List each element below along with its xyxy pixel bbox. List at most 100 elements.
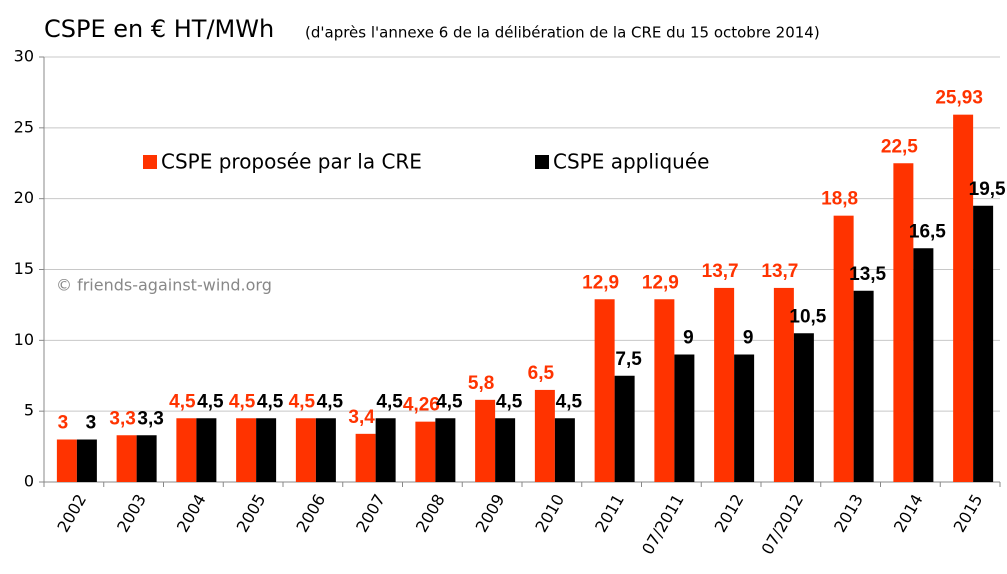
bar	[654, 299, 675, 482]
x-tick-label-group: 2005	[233, 491, 270, 536]
legend-swatch	[143, 155, 157, 169]
bar	[196, 418, 217, 482]
bar	[614, 375, 635, 482]
x-tick-label-group: 2007	[352, 491, 389, 536]
bar	[714, 287, 735, 482]
x-tick-label: 2002	[53, 491, 90, 536]
value-label: 3,3	[109, 408, 135, 429]
x-tick-label-group: 2014	[890, 491, 927, 536]
y-tick-label: 25	[14, 117, 34, 136]
x-tick-label: 2007	[352, 491, 389, 536]
y-tick-label: 5	[24, 401, 34, 420]
bar	[415, 421, 436, 482]
bar	[315, 418, 336, 482]
bar	[674, 354, 695, 482]
value-label: 4,5	[376, 391, 403, 412]
value-label: 22,5	[881, 136, 918, 157]
x-tick-label: 2012	[711, 491, 748, 536]
x-tick-label-group: 2004	[173, 491, 210, 536]
x-tick-label: 2005	[233, 491, 270, 536]
x-tick-label-group: 2002	[53, 491, 90, 536]
value-label: 3,3	[137, 408, 163, 429]
x-tick-label: 2011	[591, 491, 628, 536]
bar	[534, 389, 555, 482]
value-label: 12,9	[582, 272, 619, 293]
x-tick-label-group: 2008	[412, 491, 449, 536]
value-label: 16,5	[909, 221, 946, 242]
value-label: 4,5	[289, 391, 316, 412]
value-label: 4,5	[169, 391, 196, 412]
x-tick-label-group: 2015	[950, 491, 987, 536]
value-label: 10,5	[789, 306, 826, 327]
bar	[893, 163, 914, 482]
legend-swatch	[535, 155, 549, 169]
value-label: 4,5	[229, 391, 256, 412]
x-tick-label-group: 07/2012	[758, 491, 808, 558]
value-label: 6,5	[528, 363, 555, 384]
bar	[953, 114, 974, 483]
bar	[76, 439, 97, 482]
y-tick-label: 20	[14, 188, 34, 207]
x-tick-label-group: 2012	[711, 491, 748, 536]
chart-title: CSPE en € HT/MWh	[44, 15, 274, 43]
bar	[136, 435, 157, 482]
bar	[475, 399, 496, 482]
value-label: 25,93	[935, 88, 983, 109]
value-label: 9	[683, 328, 694, 349]
bar	[256, 418, 277, 482]
value-label: 3	[86, 413, 97, 434]
bar	[435, 418, 456, 482]
bar	[594, 299, 615, 482]
value-label: 9	[743, 328, 754, 349]
bar	[236, 418, 257, 482]
bar	[375, 418, 396, 482]
value-label: 7,5	[615, 349, 642, 370]
bar	[554, 418, 575, 482]
value-label: 13,7	[761, 261, 798, 282]
x-tick-label: 07/2012	[758, 491, 808, 558]
value-label: 12,9	[642, 272, 679, 293]
value-label: 13,5	[849, 264, 886, 285]
bar	[773, 287, 794, 482]
x-tick-label: 2004	[173, 491, 210, 536]
x-tick-label: 07/2011	[638, 491, 688, 558]
bar	[355, 433, 376, 482]
x-tick-label: 2015	[950, 491, 987, 536]
value-label: 4,26	[403, 395, 440, 416]
x-tick-label: 2003	[113, 491, 150, 536]
bar	[116, 435, 137, 482]
x-tick-label-group: 2003	[113, 491, 150, 536]
x-tick-label-group: 07/2011	[638, 491, 688, 558]
y-tick-label: 30	[14, 47, 34, 66]
watermark: © friends-against-wind.org	[56, 276, 272, 295]
value-label: 19,5	[969, 179, 1006, 200]
value-label: 4,5	[556, 391, 583, 412]
value-label: 4,5	[317, 391, 344, 412]
x-tick-label-group: 2010	[531, 491, 568, 536]
y-tick-label: 10	[14, 330, 34, 349]
legend-label: CSPE proposée par la CRE	[161, 150, 422, 174]
chart-subtitle: (d'après l'annexe 6 de la délibération d…	[305, 24, 820, 42]
y-tick-label: 15	[14, 259, 34, 278]
y-tick-label: 0	[24, 472, 34, 491]
legend-label: CSPE appliquée	[553, 150, 709, 174]
x-tick-label: 2014	[890, 491, 927, 536]
x-tick-label-group: 2011	[591, 491, 628, 536]
bar	[734, 354, 755, 482]
x-tick-label: 2010	[531, 491, 568, 536]
x-tick-label: 2006	[292, 491, 329, 536]
x-tick-label: 2009	[472, 491, 509, 536]
value-label: 4,5	[257, 391, 284, 412]
x-tick-label-group: 2013	[830, 491, 867, 536]
bar	[295, 418, 316, 482]
value-label: 18,8	[821, 189, 858, 210]
value-label: 3,4	[348, 407, 375, 428]
value-label: 4,5	[496, 391, 523, 412]
bar	[176, 418, 197, 482]
bar	[793, 333, 814, 482]
value-label: 4,5	[436, 391, 463, 412]
value-label: 3	[58, 413, 69, 434]
bar	[833, 215, 854, 482]
bar	[913, 248, 934, 482]
